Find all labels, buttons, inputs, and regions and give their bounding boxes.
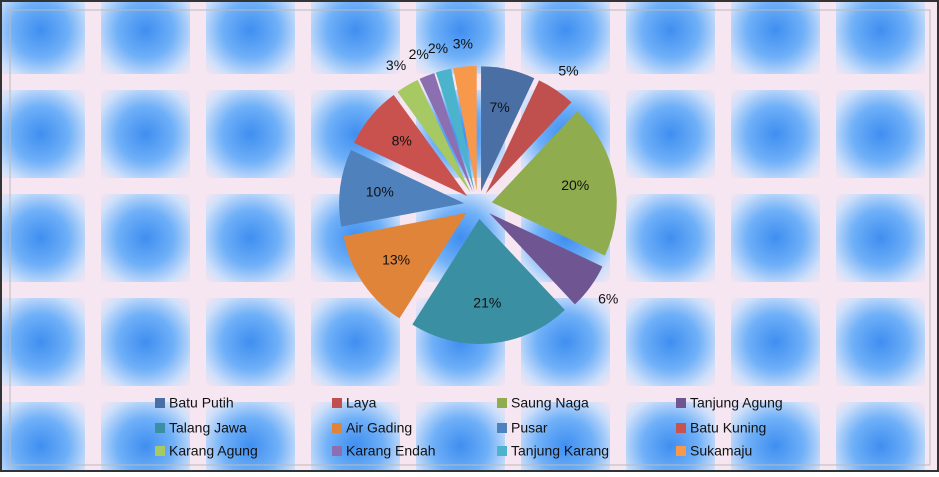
legend-label: Laya [346, 395, 377, 411]
pie-slice [419, 73, 473, 192]
data-label: 20% [561, 177, 589, 193]
legend-swatch [155, 398, 165, 408]
pie-slice [412, 218, 565, 344]
data-label: 10% [366, 183, 394, 199]
data-label: 8% [392, 133, 412, 149]
legend-swatch [332, 446, 342, 456]
legend: Batu Putih Laya Saung Naga Tanjung Agung Tal… [155, 395, 783, 459]
legend-label: Tanjung Agung [690, 395, 783, 411]
pie-slice [397, 79, 471, 193]
data-label: 3% [453, 35, 473, 51]
legend-label: Air Gading [346, 420, 412, 436]
legend-swatch [155, 423, 165, 433]
data-label: 3% [386, 57, 406, 73]
legend-swatch [676, 446, 686, 456]
legend-swatch [155, 446, 165, 456]
legend-label: Talang Jawa [169, 420, 247, 436]
legend-swatch [497, 423, 507, 433]
pie: 7%5%20%6%21%13%10%8%3%2%2% 3% [339, 35, 618, 344]
pie-slice [481, 66, 535, 192]
pie-slice [485, 80, 572, 194]
legend-swatch [497, 398, 507, 408]
pie-slice [489, 213, 603, 305]
legend-swatch [332, 398, 342, 408]
legend-label: Saung Naga [511, 395, 589, 411]
legend-label: Batu Putih [169, 395, 234, 411]
data-label: 2% [409, 46, 429, 62]
data-label: 5% [558, 63, 578, 79]
data-label: 21% [473, 294, 501, 310]
pie-slice [491, 111, 617, 256]
data-label: 13% [382, 251, 410, 267]
legend-swatch [676, 423, 686, 433]
legend-label: Karang Endah [346, 443, 436, 459]
legend-swatch [676, 398, 686, 408]
legend-label: Pusar [511, 420, 548, 436]
pie-slice [343, 212, 467, 319]
pie-slice [453, 66, 477, 192]
pie-slice [339, 150, 465, 227]
pie-slice [435, 68, 475, 192]
legend-label: Batu Kuning [690, 420, 766, 436]
legend-label: Tanjung Karang [511, 443, 609, 459]
legend-label: Sukamaju [690, 443, 752, 459]
data-label: 6% [598, 290, 618, 306]
legend-swatch [497, 446, 507, 456]
pie-slice [354, 94, 468, 197]
data-label: 7% [489, 99, 509, 115]
data-label: 2% [428, 40, 448, 56]
legend-label: Karang Agung [169, 443, 258, 459]
plot-border [9, 9, 931, 466]
legend-swatch [332, 423, 342, 433]
